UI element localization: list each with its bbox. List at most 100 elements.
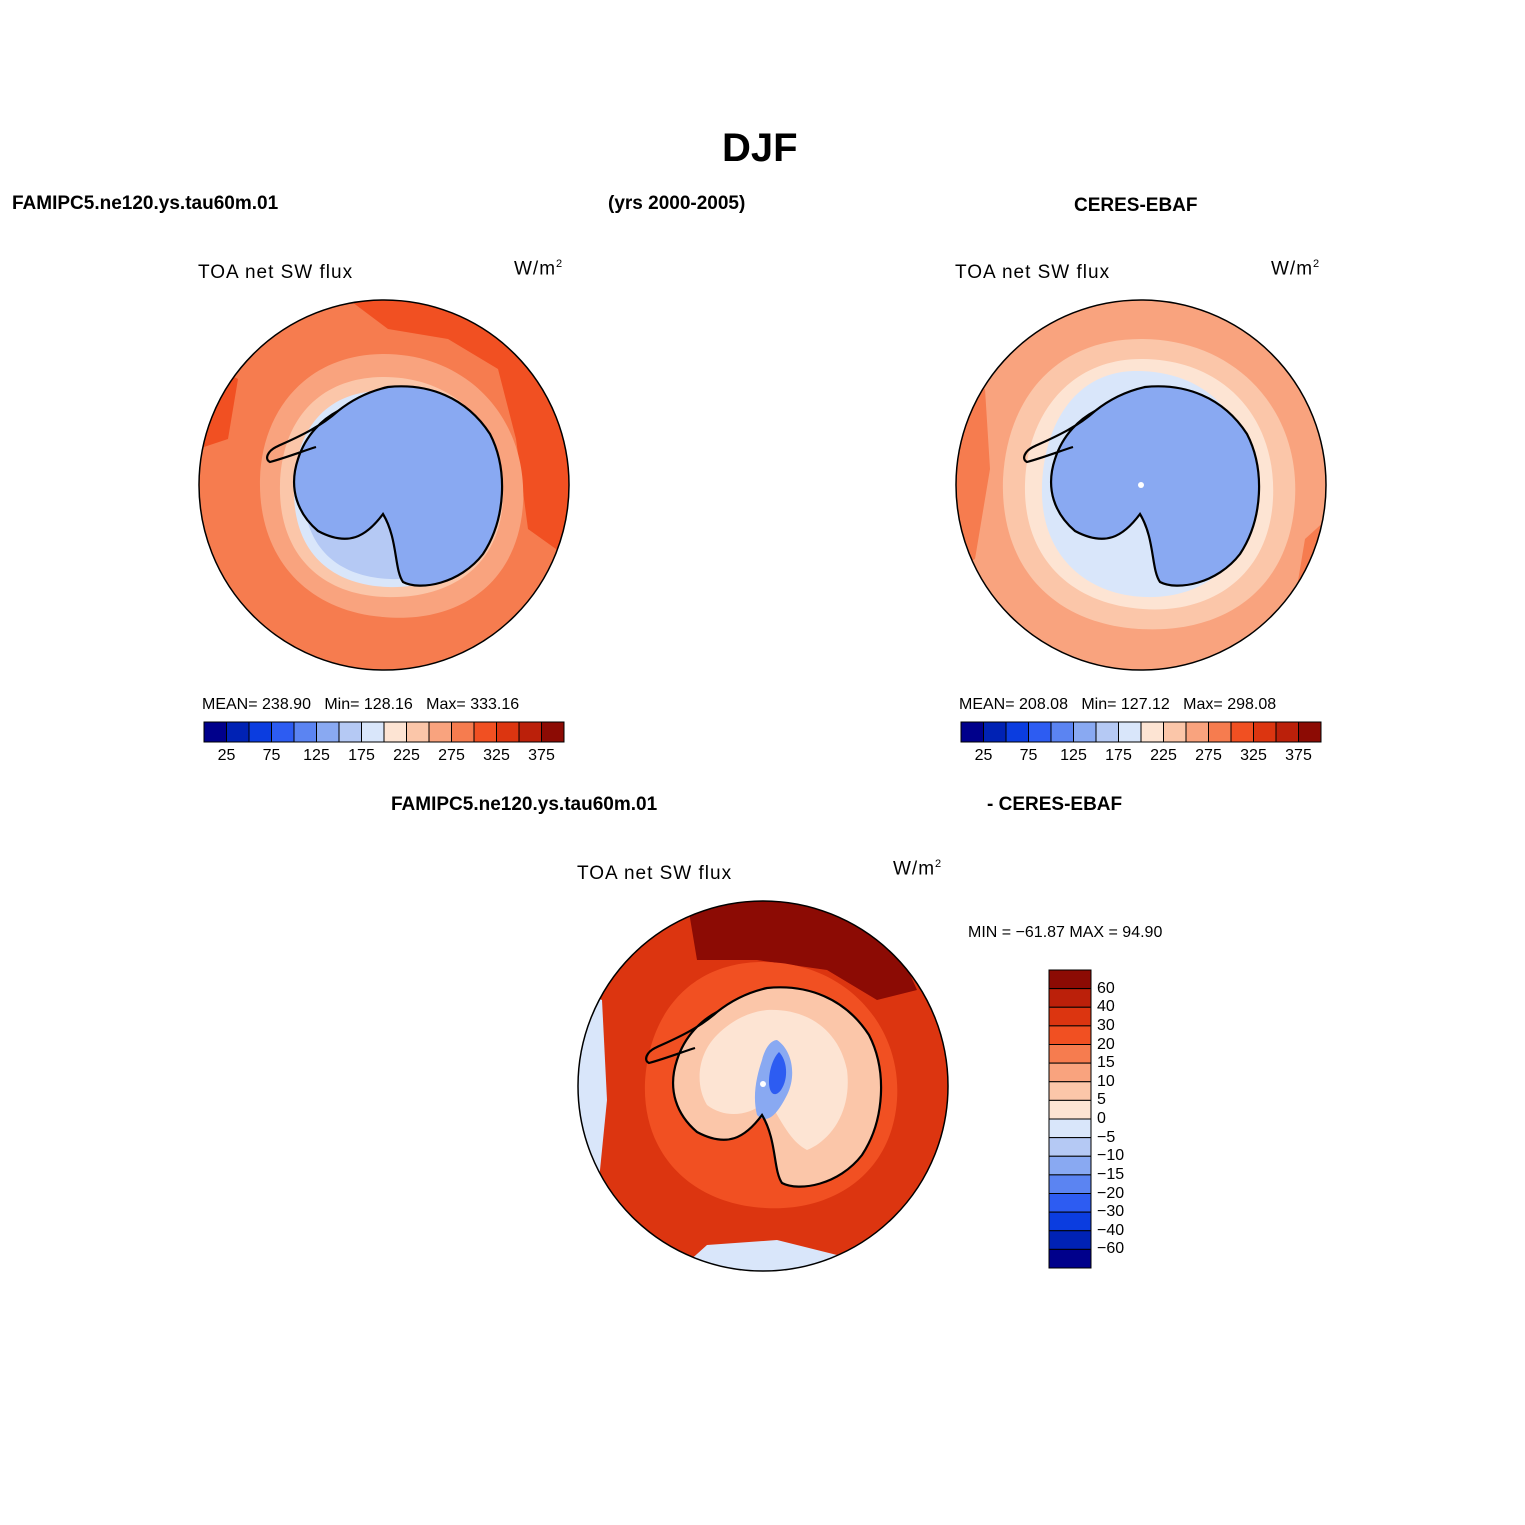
colorbar-swatch — [1048, 1044, 1092, 1064]
colorbar-swatch — [983, 721, 1007, 743]
colorbar-swatch — [1048, 1174, 1092, 1194]
model-map-ice — [294, 386, 503, 586]
colorbar-tick-label: 375 — [528, 747, 555, 764]
colorbar-swatch — [1048, 969, 1092, 990]
colorbar-swatch — [1048, 1006, 1092, 1027]
colorbar-swatch — [338, 721, 362, 743]
colorbar-swatch — [1048, 1081, 1092, 1101]
colorbar-swatch — [383, 721, 407, 743]
diff-map-ice-neg-core — [769, 1052, 787, 1095]
colorbar-tick-label: 225 — [393, 747, 420, 764]
colorbar-tick-label: 275 — [1195, 747, 1222, 764]
colorbar-swatch — [1048, 1155, 1092, 1176]
colorbar-swatch — [496, 721, 520, 743]
colorbar-swatch — [473, 721, 497, 743]
colorbar-swatch — [226, 721, 250, 743]
model-case-label: FAMIPC5.ne120.ys.tau60m.01 — [12, 193, 279, 214]
colorbar-swatch — [293, 721, 317, 743]
obs-stats: MEAN= 208.08 Min= 127.12 Max= 298.08 — [959, 696, 1277, 713]
colorbar-swatch — [1095, 721, 1119, 743]
model-var-label: TOA net SW flux — [198, 262, 354, 283]
colorbar-tick-label: 60 — [1097, 979, 1115, 997]
colorbar-tick-label: 325 — [483, 747, 510, 764]
diff-map-south-negative — [677, 1240, 847, 1271]
colorbar-swatch — [1028, 721, 1052, 743]
colorbar-tick-label: 5 — [1097, 1091, 1106, 1109]
obs-colorbar-ticks: 25 75 125 175 225 275 325 375 — [961, 747, 1321, 767]
diff-left-label: FAMIPC5.ne120.ys.tau60m.01 — [391, 794, 658, 815]
colorbar-tick-label: 175 — [348, 747, 375, 764]
colorbar-swatch — [1048, 1193, 1092, 1213]
colorbar-swatch — [518, 721, 542, 743]
colorbar-tick-label: 325 — [1240, 747, 1267, 764]
colorbar-tick-label: 75 — [262, 747, 281, 764]
years-label: (yrs 2000-2005) — [608, 193, 746, 214]
model-map-coast — [266, 385, 504, 587]
colorbar-tick-label: 25 — [217, 747, 236, 764]
obs-var-label: TOA net SW flux — [955, 262, 1111, 283]
colorbar-tick-label: 15 — [1097, 1054, 1115, 1072]
colorbar-swatch — [1048, 1118, 1092, 1139]
colorbar-tick-label: −60 — [1097, 1240, 1125, 1258]
colorbar-tick-label: 30 — [1097, 1016, 1115, 1034]
colorbar-swatch — [1275, 721, 1299, 743]
colorbar-swatch — [1230, 721, 1254, 743]
colorbar-swatch — [1163, 721, 1187, 743]
colorbar-swatch — [1073, 721, 1097, 743]
obs-polar-map — [955, 299, 1327, 671]
colorbar-tick-label: −15 — [1097, 1165, 1125, 1183]
diff-polar-map — [577, 900, 949, 1272]
colorbar-tick-label: 20 — [1097, 1035, 1115, 1053]
diff-minmax: MIN = −61.87 MAX = 94.90 — [968, 924, 1163, 941]
colorbar-swatch — [406, 721, 430, 743]
model-polar-map — [198, 299, 570, 671]
colorbar-tick-label: 0 — [1097, 1110, 1106, 1127]
obs-colorbar — [960, 721, 1322, 743]
colorbar-swatch — [1048, 1211, 1092, 1232]
colorbar-tick-label: 125 — [1060, 747, 1087, 764]
colorbar-swatch — [271, 721, 295, 743]
colorbar-swatch — [1048, 988, 1092, 1008]
colorbar-swatch — [248, 721, 272, 743]
colorbar-tick-label: 225 — [1150, 747, 1177, 764]
obs-map-pole-dot — [1138, 482, 1144, 488]
colorbar-tick-label: 10 — [1097, 1072, 1115, 1090]
colorbar-swatch — [1140, 721, 1164, 743]
model-stats: MEAN= 238.90 Min= 128.16 Max= 333.16 — [202, 696, 520, 713]
obs-map-coast — [1023, 385, 1261, 587]
colorbar-tick-label: −20 — [1097, 1184, 1125, 1202]
colorbar-swatch — [1048, 1137, 1092, 1157]
colorbar-swatch — [1118, 721, 1142, 743]
diff-right-label: - CERES-EBAF — [987, 794, 1123, 815]
colorbar-swatch — [1050, 721, 1074, 743]
model-units-label: W/m2 — [514, 258, 564, 280]
colorbar-swatch — [451, 721, 475, 743]
colorbar-swatch — [361, 721, 385, 743]
colorbar-tick-label: 175 — [1105, 747, 1132, 764]
model-colorbar — [203, 721, 565, 743]
colorbar-swatch — [1048, 1248, 1092, 1269]
colorbar-swatch — [1048, 1062, 1092, 1083]
colorbar-tick-label: −10 — [1097, 1147, 1125, 1165]
colorbar-tick-label: −40 — [1097, 1221, 1125, 1239]
diff-var-label: TOA net SW flux — [577, 863, 733, 884]
colorbar-swatch — [428, 721, 452, 743]
colorbar-tick-label: −5 — [1097, 1128, 1116, 1146]
colorbar-swatch — [1298, 721, 1322, 743]
colorbar-swatch — [1208, 721, 1232, 743]
colorbar-swatch — [960, 721, 984, 743]
obs-map-ice — [1051, 386, 1260, 586]
diff-map-coast — [645, 986, 883, 1188]
obs-units-label: W/m2 — [1271, 258, 1321, 280]
colorbar-swatch — [1048, 1025, 1092, 1045]
colorbar-swatch — [1005, 721, 1029, 743]
diff-map-pole-dot — [760, 1081, 766, 1087]
colorbar-tick-label: 75 — [1019, 747, 1038, 764]
model-colorbar-ticks: 25 75 125 175 225 275 325 375 — [204, 747, 564, 767]
model-map-high-sector — [348, 300, 569, 559]
figure-title: DJF — [722, 126, 798, 170]
diff-map-west-negative — [578, 990, 607, 1220]
colorbar-swatch — [1048, 1230, 1092, 1250]
colorbar-tick-label: 275 — [438, 747, 465, 764]
diff-colorbar-ticks: 60 40 30 20 15 10 5 0 −5 −10 −15 −20 −30 −40 −60 — [1097, 970, 1157, 1268]
